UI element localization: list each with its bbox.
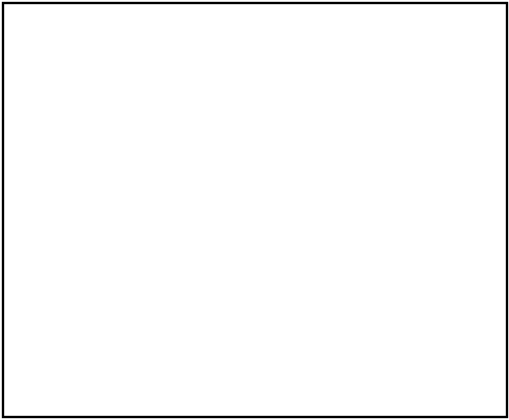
Circle shape xyxy=(70,13,80,23)
Text: $_1$: $_1$ xyxy=(312,196,318,209)
Bar xyxy=(65,170,155,202)
Text: SB: SB xyxy=(299,191,318,205)
Text: $_2$: $_2$ xyxy=(237,194,243,207)
Circle shape xyxy=(105,13,115,23)
Bar xyxy=(409,164,441,192)
Circle shape xyxy=(140,147,149,155)
Circle shape xyxy=(71,147,79,155)
Bar xyxy=(104,173,116,193)
Text: FU: FU xyxy=(25,92,45,108)
Text: SB: SB xyxy=(224,189,243,203)
Circle shape xyxy=(106,147,114,155)
Text: FR: FR xyxy=(349,99,369,113)
Text: KM: KM xyxy=(414,189,435,203)
Bar xyxy=(138,88,152,114)
Circle shape xyxy=(68,253,152,337)
Bar xyxy=(139,173,151,193)
Text: KM: KM xyxy=(293,228,316,242)
Text: SQ: SQ xyxy=(376,189,396,203)
Circle shape xyxy=(140,13,150,23)
Text: M: M xyxy=(101,278,119,298)
Text: 3~: 3~ xyxy=(99,297,121,312)
Bar xyxy=(69,173,81,193)
Text: QS: QS xyxy=(28,47,50,63)
Bar xyxy=(103,88,117,114)
Text: KM: KM xyxy=(22,145,45,160)
Text: FR: FR xyxy=(22,187,41,202)
Text: 头条 @电气自动化应用: 头条 @电气自动化应用 xyxy=(294,398,364,408)
Bar xyxy=(68,88,82,114)
